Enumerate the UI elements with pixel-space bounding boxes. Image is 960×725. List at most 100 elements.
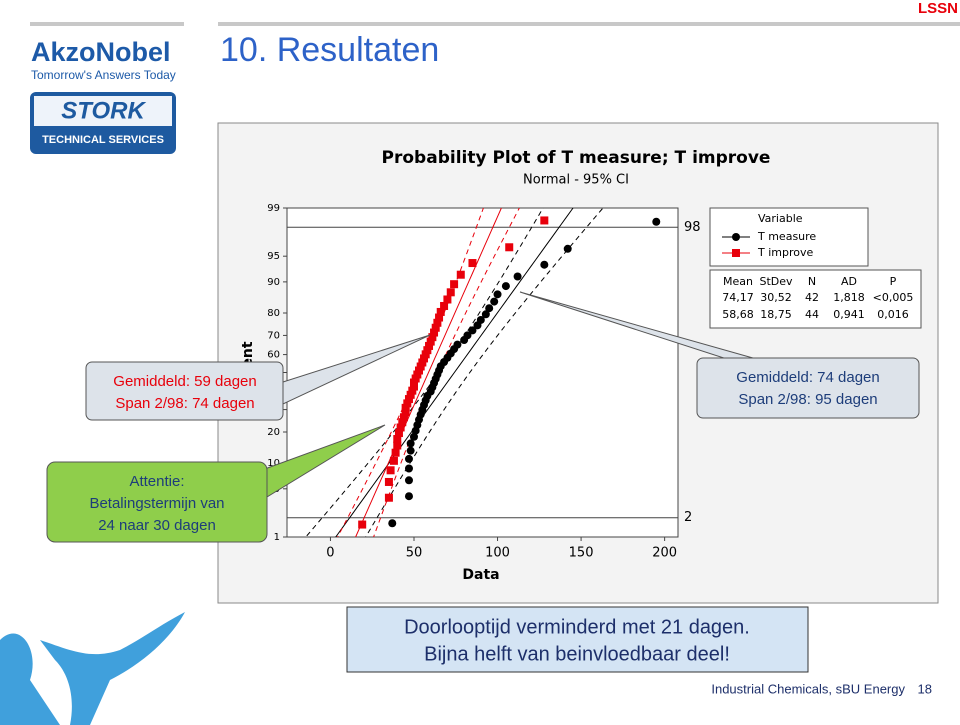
- data-point: [401, 408, 410, 417]
- y-tick-label: 95: [267, 251, 280, 262]
- conclusion-text: Doorlooptijd verminderd met 21 dagen.: [404, 616, 750, 638]
- stats: Mean StDev N AD P 74,17 30,52 42 1,818 <0,005 58,6…: [722, 275, 913, 321]
- page-number: 18: [918, 681, 932, 696]
- stats-header: P: [890, 275, 897, 288]
- data-point: [540, 260, 549, 269]
- x-tick-label: 100: [485, 546, 510, 561]
- data-point: [391, 448, 400, 457]
- data-point: [388, 519, 397, 528]
- data-point: [463, 331, 472, 340]
- data-point: [433, 318, 442, 327]
- legend: T measure T improve: [722, 230, 816, 259]
- data-point: [456, 270, 465, 279]
- stats-cell: 0,941: [833, 308, 865, 321]
- data-point: [420, 354, 429, 363]
- logo-stork-band: [34, 96, 172, 126]
- y-tick-label: 80: [267, 308, 280, 319]
- logo-tagline: Tomorrow's Answers Today: [31, 68, 176, 82]
- stats-cell: <0,005: [873, 291, 914, 304]
- data-point: [481, 310, 490, 319]
- data-point: [393, 441, 402, 450]
- callout-text: Span 2/98: 95 dagen: [738, 391, 877, 408]
- callout-text: Attentie:: [129, 473, 184, 490]
- data-point: [404, 492, 413, 501]
- data-point: [423, 346, 432, 355]
- legend-marker: [732, 249, 740, 257]
- data-point: [393, 435, 402, 444]
- y-tick-label: 10: [267, 458, 280, 469]
- data-point: [540, 216, 549, 225]
- conclusion-box: [346, 606, 809, 673]
- stats-header: Mean: [723, 275, 753, 288]
- y-tick-label: 1: [274, 532, 280, 543]
- stats-cell: 44: [805, 308, 819, 321]
- y-tick-label: 70: [267, 330, 280, 341]
- fit-line: [335, 208, 574, 537]
- stats-cell: 74,17: [722, 291, 754, 304]
- data-point: [404, 395, 413, 404]
- data-point: [394, 429, 403, 438]
- tag: LSSN: [918, 0, 958, 17]
- data-point: [652, 217, 661, 226]
- y-tick-label: 60: [267, 350, 280, 361]
- logo-stork-sub: TECHNICAL SERVICES: [42, 134, 164, 146]
- callout-box: [85, 361, 284, 421]
- stats-header: StDev: [759, 275, 793, 288]
- data-point: [403, 399, 412, 408]
- data-point: [389, 456, 398, 465]
- y-tick-label: 90: [267, 277, 280, 288]
- data-point: [505, 243, 514, 252]
- data-point: [435, 313, 444, 322]
- data-point: [446, 288, 455, 297]
- data-point: [409, 378, 418, 387]
- data-point: [409, 432, 418, 441]
- chart-title: Probability Plot of T measure; T improve: [382, 148, 771, 168]
- data-point: [358, 520, 367, 529]
- data-point: [406, 439, 415, 448]
- data-point: [404, 464, 413, 473]
- data-point: [513, 272, 522, 281]
- data-point: [443, 295, 452, 304]
- stats-header: AD: [841, 275, 857, 288]
- legend-label: T measure: [757, 230, 816, 243]
- x-tick-label: 50: [406, 546, 423, 561]
- data-point: [436, 307, 445, 316]
- data-point: [430, 328, 439, 337]
- logo-stork: STORK: [61, 97, 146, 124]
- y-tick-label: 20: [267, 427, 280, 438]
- header-rule: [30, 22, 184, 26]
- data-point: [431, 323, 440, 332]
- data-point: [450, 280, 459, 289]
- data-point: [396, 423, 405, 432]
- callout-text: Span 2/98: 74 dagen: [115, 395, 254, 412]
- footer-text: Industrial Chemicals, sBU Energy: [711, 681, 905, 696]
- stats-cell: 0,016: [877, 308, 909, 321]
- header-rule: [218, 22, 960, 26]
- data-point: [416, 362, 425, 371]
- data-point: [490, 297, 499, 306]
- data-point: [425, 341, 434, 350]
- callout-box: [696, 357, 920, 419]
- data-point: [386, 466, 395, 475]
- data-point: [404, 454, 413, 463]
- data-point: [408, 386, 417, 395]
- x-tick-label: 200: [652, 546, 677, 561]
- slide-title: 10. Resultaten: [220, 31, 439, 69]
- logo-akzonobel: AkzoNobel: [31, 37, 171, 67]
- reference-label: 98: [684, 220, 701, 235]
- callout-box: [46, 461, 268, 543]
- data-point: [428, 333, 437, 342]
- data-point: [409, 382, 418, 391]
- reference-label: 2: [684, 510, 692, 525]
- x-tick-label: 150: [569, 546, 594, 561]
- data-point: [476, 315, 485, 324]
- data-point: [398, 418, 407, 427]
- data-point: [485, 304, 494, 313]
- data-point: [501, 282, 510, 291]
- data-point: [418, 358, 427, 367]
- y-tick-label: 99: [267, 203, 280, 214]
- data-point: [399, 413, 408, 422]
- fit-line: [355, 208, 502, 537]
- figure-graphic: [0, 612, 185, 725]
- callout-text: Betalingstermijn van: [89, 495, 224, 512]
